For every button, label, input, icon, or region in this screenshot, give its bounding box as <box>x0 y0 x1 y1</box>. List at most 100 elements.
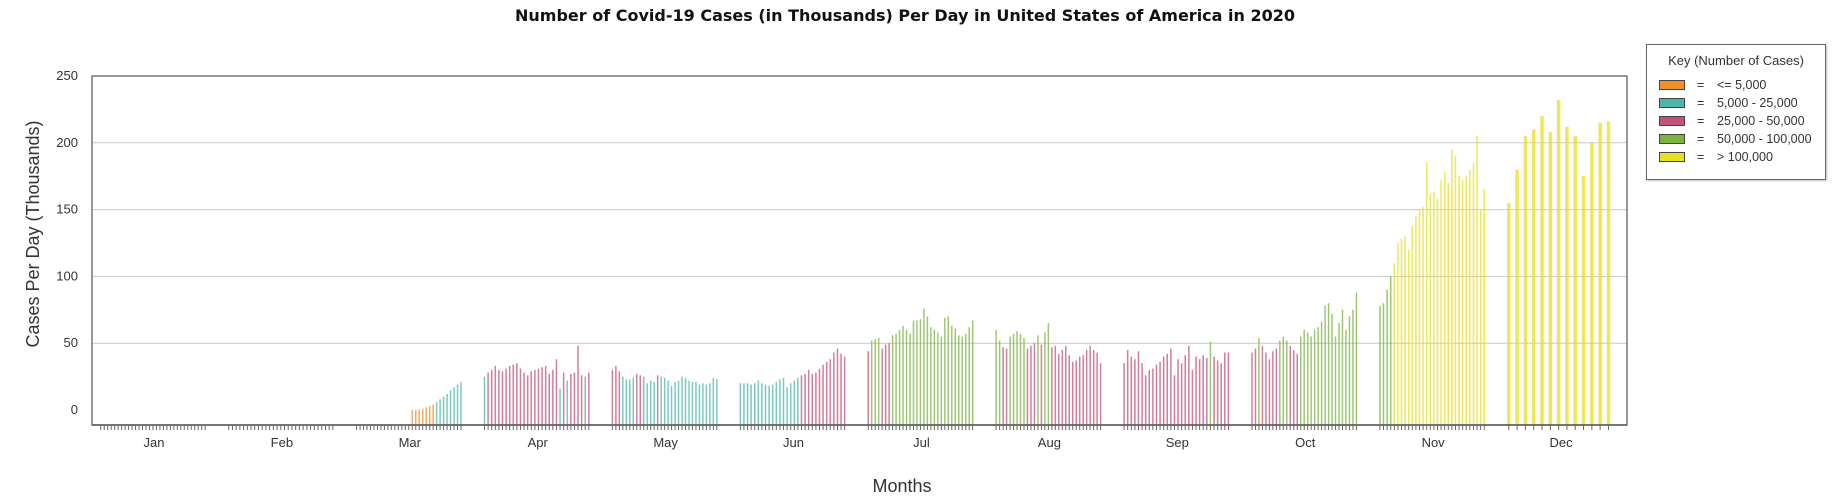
bar <box>1606 121 1611 425</box>
bar <box>1155 364 1158 425</box>
bar <box>1531 129 1536 425</box>
bar <box>439 399 441 425</box>
bar <box>912 320 915 425</box>
bar <box>1170 348 1172 425</box>
bar <box>870 340 873 425</box>
bar <box>815 372 817 425</box>
chart-title: Number of Covid-19 Cases (in Thousands) … <box>515 6 1295 25</box>
bar <box>1213 356 1215 425</box>
bar <box>1279 340 1281 425</box>
bar <box>632 377 635 425</box>
legend-label: 25,000 - 50,000 <box>1717 114 1805 128</box>
bar <box>1556 100 1561 425</box>
bar <box>1092 349 1095 425</box>
bar <box>1451 149 1453 426</box>
bar <box>739 383 742 425</box>
bar <box>622 376 624 425</box>
bar <box>1251 352 1253 425</box>
bar <box>1072 361 1074 425</box>
bar <box>1415 216 1417 425</box>
x-tick-label: Oct <box>1295 435 1316 450</box>
bar <box>947 316 950 425</box>
bar <box>888 343 890 425</box>
x-axis-label: Months <box>872 476 931 496</box>
bar <box>1303 329 1305 425</box>
x-tick-label: Nov <box>1422 435 1446 450</box>
bar <box>1327 303 1330 425</box>
bar <box>705 384 708 425</box>
bar <box>829 359 832 425</box>
bar <box>1005 348 1008 425</box>
bar <box>526 375 529 425</box>
bar <box>588 372 590 425</box>
bar <box>764 384 767 425</box>
bar <box>1338 323 1340 425</box>
bar <box>1334 336 1337 425</box>
bar <box>1220 363 1222 425</box>
bar <box>843 356 846 425</box>
bar <box>1352 309 1354 425</box>
bar <box>1166 353 1169 425</box>
plot-frame <box>91 75 1628 426</box>
bar <box>1411 225 1414 425</box>
bar <box>1296 353 1298 425</box>
bar <box>1209 341 1212 425</box>
x-tick-label: Feb <box>271 435 293 450</box>
bar <box>552 369 554 425</box>
bar <box>1162 356 1165 425</box>
x-tick-label: Jul <box>913 435 930 450</box>
bar <box>523 372 525 425</box>
bar <box>1355 292 1358 425</box>
bar <box>1224 352 1226 425</box>
bar <box>1026 348 1029 425</box>
bar <box>797 377 799 425</box>
bar <box>1177 359 1179 425</box>
bar <box>1436 198 1439 425</box>
bar <box>618 371 621 425</box>
bar <box>1293 349 1295 425</box>
x-tick-label: Apr <box>528 435 549 450</box>
bar <box>483 376 486 425</box>
bar <box>548 373 551 425</box>
bar <box>1565 126 1569 425</box>
bar <box>1425 162 1428 425</box>
bar <box>570 373 572 425</box>
legend-label: <= 5,000 <box>1717 78 1767 92</box>
bar <box>1418 209 1421 425</box>
bar <box>1306 332 1309 425</box>
bar <box>1289 345 1292 425</box>
bar <box>1275 348 1278 425</box>
bar <box>1299 336 1302 425</box>
legend-label: 50,000 - 100,000 <box>1717 132 1812 146</box>
bar <box>1581 176 1586 425</box>
bar <box>753 383 756 425</box>
bar <box>1033 343 1036 425</box>
bar <box>1310 336 1312 425</box>
bar <box>971 320 974 425</box>
legend-item: = 5,000 - 25,000 <box>1647 94 1825 112</box>
bar <box>1023 337 1025 425</box>
bar <box>695 381 697 425</box>
bar <box>442 396 445 425</box>
bar <box>498 369 500 425</box>
bar <box>505 368 507 425</box>
bar <box>761 383 763 425</box>
bar <box>1324 305 1326 425</box>
bar <box>1137 351 1140 425</box>
bar <box>775 381 778 425</box>
bar <box>1348 316 1351 425</box>
bar <box>1540 116 1544 425</box>
bar <box>1159 361 1161 425</box>
bar <box>768 385 770 425</box>
legend: Key (Number of Cases) = <= 5,000 = 5,000 - … <box>1646 44 1826 180</box>
bar <box>1002 347 1004 425</box>
y-tick-label: 200 <box>56 135 78 150</box>
bar <box>1068 355 1070 425</box>
bar <box>555 359 558 425</box>
bar <box>1265 352 1267 425</box>
bar <box>611 369 614 425</box>
bar <box>1515 169 1519 425</box>
bar <box>1483 189 1485 425</box>
bar <box>961 336 963 425</box>
bar <box>958 335 960 425</box>
